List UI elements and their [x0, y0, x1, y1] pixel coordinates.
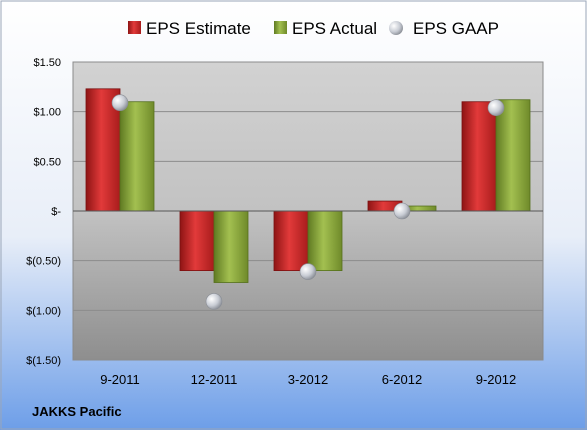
y-tick-label: $(1.50) — [26, 355, 61, 367]
x-tick-label: 9-2011 — [100, 372, 140, 387]
y-tick-label: $0.50 — [33, 156, 61, 168]
y-tick-label: $(1.00) — [26, 305, 61, 317]
bar-eps-actual — [307, 210, 343, 271]
marker-eps-gaap — [299, 263, 317, 280]
marker-eps-gaap — [487, 99, 505, 116]
bar-eps-actual — [495, 99, 531, 212]
y-tick-label: $1.00 — [33, 107, 61, 119]
x-tick-label: 3-2012 — [288, 372, 328, 387]
bars — [85, 88, 531, 283]
y-tick-label: $- — [51, 206, 61, 218]
legend-marker-eps-gaap — [389, 21, 403, 35]
legend-label-eps-estimate: EPS Estimate — [146, 19, 251, 38]
legend-swatch-eps-estimate — [128, 21, 141, 34]
y-axis-ticks: $1.50 $1.00 $0.50 $- $(0.50) $(1.00) $(1.50) — [26, 57, 61, 367]
marker-eps-gaap — [205, 293, 223, 310]
x-tick-label: 6-2012 — [382, 372, 422, 387]
bar-eps-actual — [119, 101, 155, 212]
x-tick-label: 9-2012 — [476, 372, 516, 387]
company-name: JAKKS Pacific — [32, 404, 122, 419]
legend-swatch-eps-actual — [274, 21, 287, 34]
gaap-markers — [111, 94, 505, 310]
y-tick-label: $(0.50) — [26, 256, 61, 268]
legend: EPS Estimate EPS Actual EPS GAAP — [128, 19, 499, 38]
marker-eps-gaap — [393, 202, 411, 220]
bar-eps-estimate — [461, 101, 497, 212]
legend-label-eps-gaap: EPS GAAP — [413, 19, 499, 38]
legend-label-eps-actual: EPS Actual — [292, 19, 377, 38]
marker-eps-gaap — [111, 94, 129, 112]
y-tick-label: $1.50 — [33, 57, 61, 69]
bar-eps-estimate — [179, 210, 215, 271]
x-axis-labels: 9-2011 12-2011 3-2012 6-2012 9-2012 — [100, 372, 516, 387]
bar-eps-estimate — [273, 210, 309, 271]
x-tick-label: 12-2011 — [191, 372, 238, 387]
bar-eps-actual — [213, 210, 249, 283]
